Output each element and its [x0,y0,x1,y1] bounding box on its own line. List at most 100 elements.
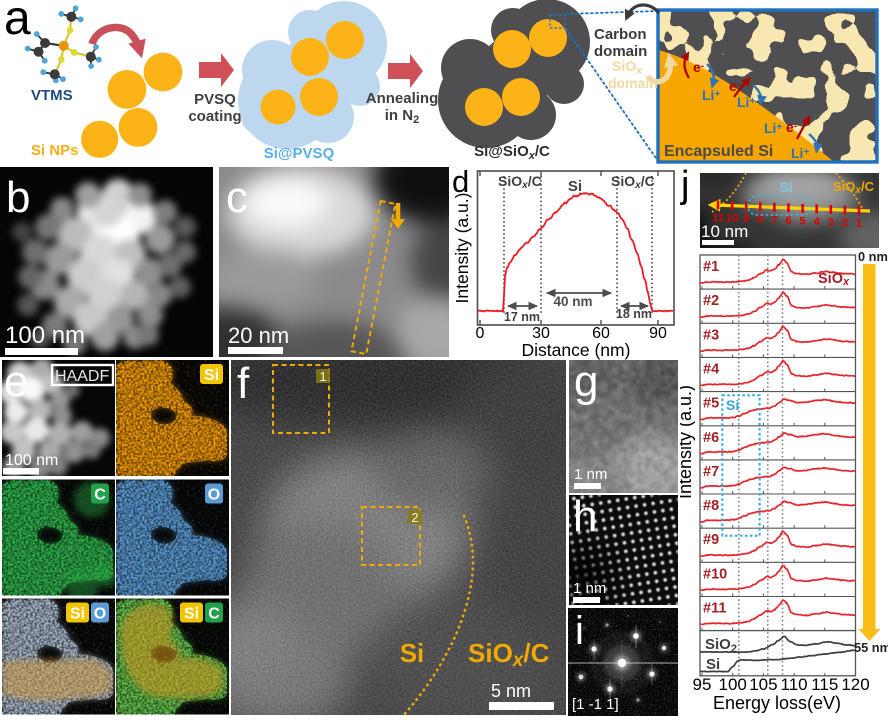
svg-text:30: 30 [532,325,550,342]
svg-text:#8: #8 [703,498,719,514]
svg-text:domain: domain [608,75,658,91]
svg-text:VTMS: VTMS [31,87,73,104]
svg-text:O: O [208,487,220,504]
svg-text:Si@PVSQ: Si@PVSQ [264,145,335,162]
svg-text:C: C [94,487,106,504]
svg-text:SiOx/C: SiOx/C [498,173,542,191]
svg-text:Si: Si [726,397,739,413]
svg-text:120: 120 [841,675,869,694]
svg-text:#6: #6 [703,430,719,446]
svg-text:C: C [208,606,220,623]
svg-text:Si: Si [184,606,199,623]
svg-text:Encapsuled Si: Encapsuled Si [664,143,773,160]
svg-text:e-: e- [729,78,740,94]
svg-text:100 nm: 100 nm [5,452,58,469]
svg-text:5 nm: 5 nm [491,681,531,701]
svg-text:1: 1 [319,369,326,384]
svg-text:a: a [4,0,31,45]
svg-text:b: b [6,173,30,222]
svg-text:Intensity (a.u.): Intensity (a.u.) [452,193,472,304]
svg-text:Si: Si [568,178,582,195]
svg-text:1: 1 [856,218,862,230]
svg-text:Li+: Li+ [737,94,755,110]
svg-text:Energy loss(eV): Energy loss(eV) [713,693,841,713]
svg-text:Distance (nm): Distance (nm) [522,340,631,360]
svg-text:Si: Si [204,367,219,384]
svg-text:SiOx: SiOx [818,271,850,288]
svg-text:Si: Si [706,656,720,673]
svg-text:Si NPs: Si NPs [31,142,79,159]
svg-text:i: i [575,609,584,653]
svg-text:coating: coating [188,108,241,125]
svg-text:#2: #2 [703,293,719,309]
svg-text:Si: Si [400,638,425,668]
svg-text:2: 2 [842,217,848,229]
svg-text:SiO2: SiO2 [705,636,737,655]
svg-text:0: 0 [476,325,485,342]
svg-text:90: 90 [649,325,667,342]
svg-text:#10: #10 [703,566,727,582]
svg-text:Li+: Li+ [791,145,809,161]
svg-text:#5: #5 [703,396,719,412]
svg-text:e-: e- [693,59,704,75]
svg-text:c: c [226,173,248,222]
svg-text:100 nm: 100 nm [5,322,85,349]
svg-text:domain: domain [594,43,647,60]
svg-text:1 nm: 1 nm [573,580,606,597]
svg-text:PVSQ: PVSQ [194,91,236,108]
svg-text:in N2: in N2 [385,107,419,126]
svg-text:Si@SiOx/C: Si@SiOx/C [474,143,550,162]
svg-text:60: 60 [592,325,610,342]
svg-text:6: 6 [785,215,791,227]
svg-text:Intensity (a.u.): Intensity (a.u.) [680,385,695,499]
svg-text:SiOx/C: SiOx/C [611,173,655,191]
svg-text:100: 100 [719,675,747,694]
svg-text:SiOx: SiOx [612,58,643,77]
svg-text:#1: #1 [703,259,719,275]
svg-text:1 nm: 1 nm [574,466,607,483]
svg-text:SiOx/C: SiOx/C [468,638,550,671]
svg-text:Si: Si [779,179,792,195]
svg-text:#4: #4 [703,361,719,377]
svg-text:j: j [680,165,689,206]
svg-text:Li+: Li+ [764,120,782,136]
svg-text:0 nm: 0 nm [858,249,888,264]
svg-text:#9: #9 [703,532,719,548]
svg-text:110: 110 [781,675,808,694]
svg-text:2: 2 [411,510,418,525]
svg-text:95: 95 [693,675,712,694]
svg-text:115: 115 [811,675,838,694]
svg-text:Si: Si [70,606,85,623]
svg-text:g: g [574,360,598,406]
svg-text:8: 8 [757,214,763,226]
svg-text:e-: e- [786,119,797,135]
svg-text:18 nm: 18 nm [616,307,652,321]
svg-text:O: O [94,606,106,623]
svg-text:105: 105 [749,675,777,694]
svg-text:Li+: Li+ [702,87,720,103]
svg-text:#11: #11 [703,601,726,617]
svg-text:f: f [237,360,250,408]
svg-text:h: h [573,495,597,541]
svg-text:20 nm: 20 nm [228,323,289,348]
svg-text:#3: #3 [703,327,719,343]
svg-text:d: d [452,165,469,199]
svg-text:10 nm: 10 nm [701,222,748,241]
svg-text:40 nm: 40 nm [553,294,592,309]
svg-text:Annealing: Annealing [366,90,439,107]
svg-text:55 nm: 55 nm [854,640,888,655]
svg-text:#7: #7 [703,464,719,480]
svg-text:11: 11 [712,212,724,224]
svg-text:17 nm: 17 nm [504,310,540,324]
svg-text:4: 4 [814,216,821,228]
svg-text:9: 9 [743,213,749,225]
svg-text:7: 7 [771,214,777,226]
svg-text:10: 10 [726,213,738,225]
svg-text:[1 -1 1]: [1 -1 1] [572,696,619,713]
svg-text:5: 5 [800,215,806,227]
svg-text:HAADF: HAADF [55,368,109,385]
svg-text:SiOx/C: SiOx/C [833,179,875,196]
svg-text:3: 3 [828,217,834,229]
svg-text:Carbon: Carbon [594,26,647,43]
svg-text:e: e [4,357,28,406]
